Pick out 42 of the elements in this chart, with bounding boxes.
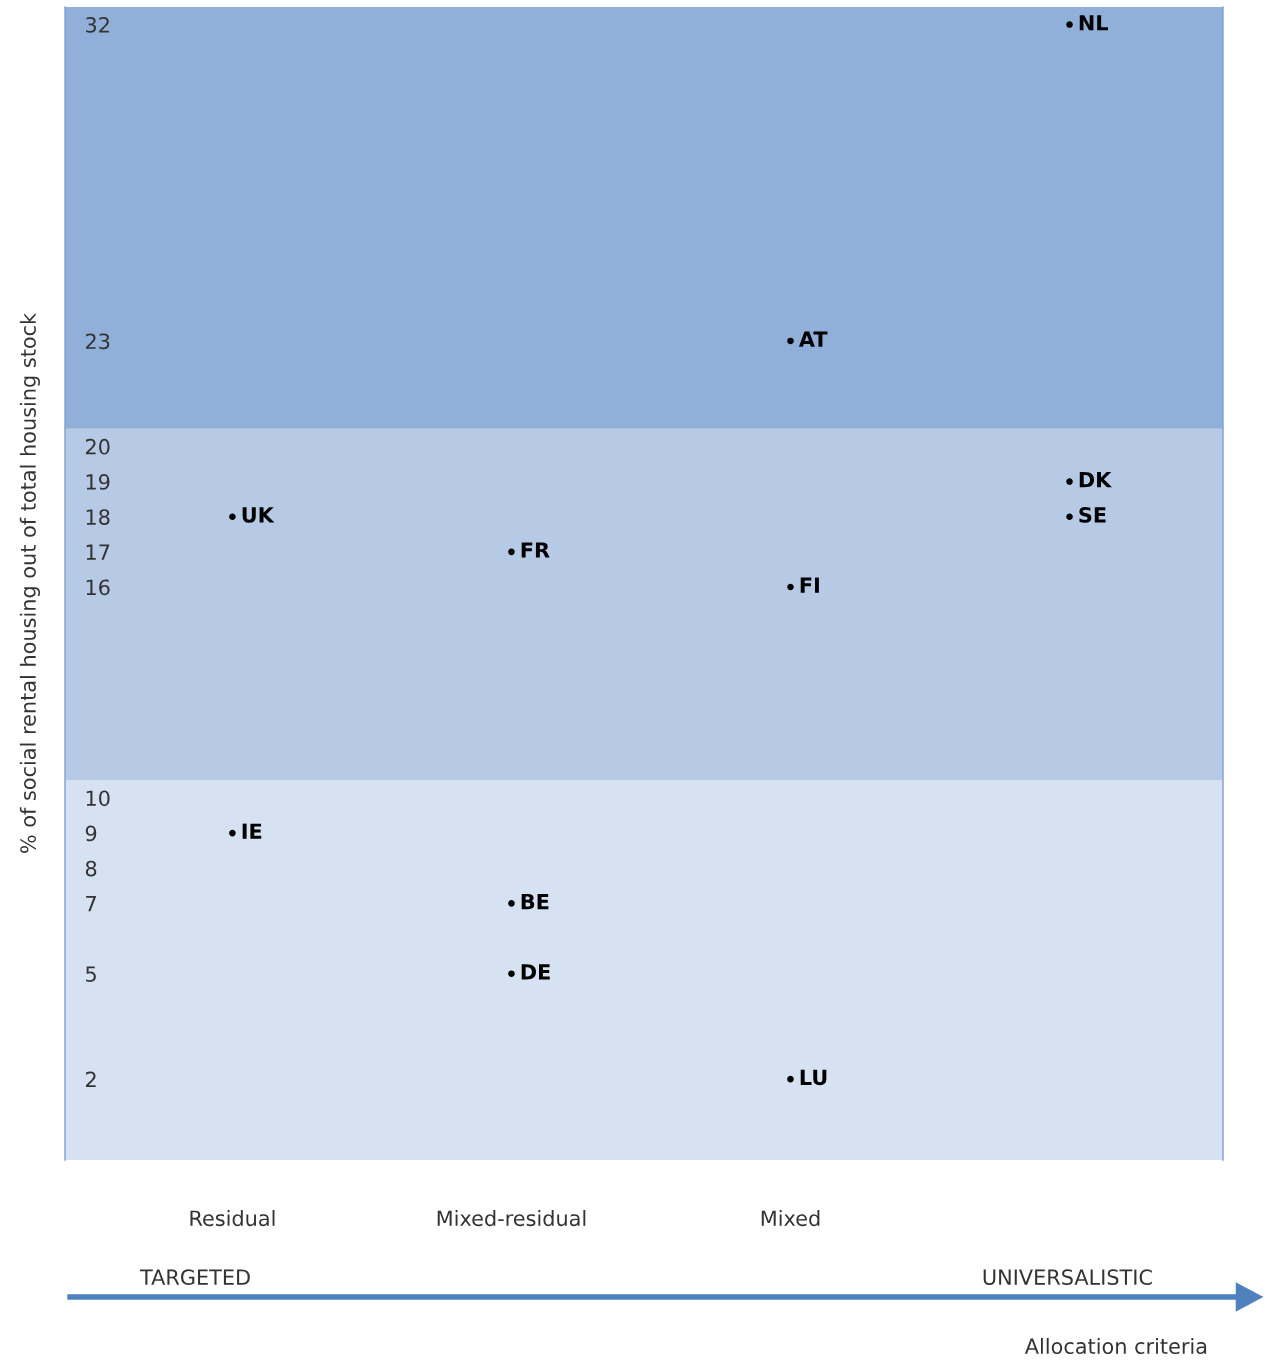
text: Allocation criteria bbox=[1024, 1337, 1207, 1355]
point bbox=[1066, 513, 1073, 521]
point bbox=[787, 1075, 794, 1083]
y-tick-label: 10 bbox=[86, 790, 110, 807]
data-label: NL bbox=[1079, 15, 1108, 31]
y-tick-label: 17 bbox=[86, 544, 110, 560]
point bbox=[229, 829, 236, 837]
point bbox=[787, 583, 794, 591]
point bbox=[508, 900, 515, 907]
y-tick-label: 32 bbox=[86, 17, 109, 33]
y-tick-label: 2 bbox=[85, 1071, 96, 1088]
y-tick-label: 16 bbox=[86, 579, 110, 596]
y-tick-label: 23 bbox=[85, 333, 110, 350]
y-tick-label: 9 bbox=[85, 825, 97, 842]
point bbox=[229, 513, 236, 521]
data-label: FR bbox=[521, 542, 550, 558]
x-tick-label: Mixed bbox=[761, 1210, 820, 1227]
data-label: IE bbox=[242, 823, 262, 839]
point bbox=[508, 970, 515, 977]
y-tick-label: 5 bbox=[86, 966, 96, 982]
data-label: BE bbox=[521, 893, 549, 910]
y-axis-title: % of social rental housing out of total housing stock bbox=[19, 312, 40, 853]
y-tick-label: 20 bbox=[85, 438, 110, 455]
x-tick-label: Residual bbox=[190, 1210, 275, 1227]
x-tick-label: Mixed-residual bbox=[437, 1210, 586, 1227]
data-label: SE bbox=[1079, 507, 1106, 523]
y-tick-label: 19 bbox=[86, 474, 110, 490]
text: TARGETED bbox=[139, 1269, 250, 1286]
text: UNIVERSALISTIC bbox=[983, 1269, 1152, 1286]
y-tick-label: 8 bbox=[85, 860, 97, 877]
data-label: FI bbox=[800, 577, 819, 593]
point bbox=[1066, 478, 1073, 485]
point bbox=[1066, 21, 1073, 28]
data-label: LU bbox=[800, 1069, 827, 1086]
data-label: DE bbox=[521, 964, 550, 980]
point bbox=[787, 337, 794, 345]
data-label: UK bbox=[242, 507, 275, 523]
data-label: DK bbox=[1079, 472, 1112, 488]
y-tick-label: 18 bbox=[86, 509, 110, 525]
y-tick-label: 7 bbox=[86, 896, 96, 912]
data-label: AT bbox=[798, 331, 828, 347]
point bbox=[508, 548, 515, 556]
